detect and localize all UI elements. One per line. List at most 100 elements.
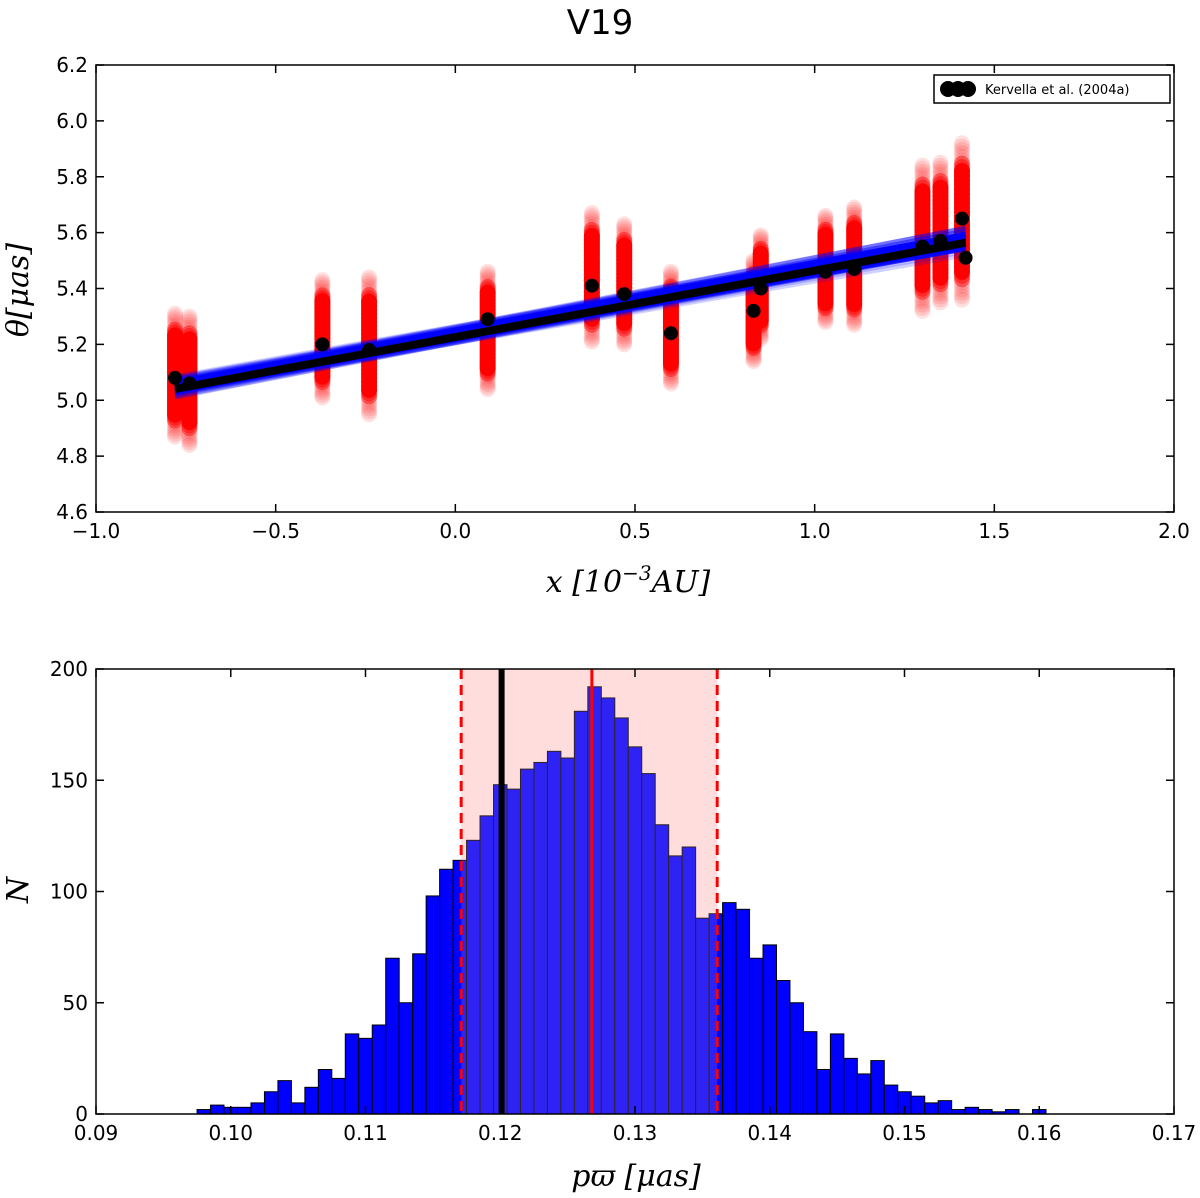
histogram-bar bbox=[789, 1002, 804, 1114]
histogram-bar bbox=[358, 1037, 373, 1114]
kervella-data-point bbox=[182, 376, 197, 391]
mc-sample-point bbox=[361, 275, 378, 292]
mc-sample-point bbox=[361, 269, 378, 286]
mc-sample-point bbox=[846, 202, 863, 219]
histogram-bars bbox=[196, 686, 1047, 1114]
mc-sample-point bbox=[953, 142, 970, 159]
mc-sample-point bbox=[817, 314, 834, 331]
scatter-x-axis-label: x [10−3AU] bbox=[546, 561, 711, 600]
x-axis-symbol: x [10 bbox=[546, 565, 622, 600]
histogram-x-axis-label: pϖ [μas] bbox=[571, 1159, 701, 1194]
kervella-data-point bbox=[663, 326, 678, 341]
mc-sample-point-core bbox=[181, 331, 198, 348]
mc-sample-point-core bbox=[167, 327, 184, 344]
scatter-y-tick-label: 5.2 bbox=[56, 332, 88, 356]
histogram-y-tick-label: 50 bbox=[63, 991, 88, 1015]
mc-sample-point bbox=[662, 271, 679, 288]
mc-samples bbox=[167, 135, 970, 453]
mc-sample-point bbox=[361, 281, 378, 298]
histogram-x-tick-label: 0.15 bbox=[882, 1121, 927, 1145]
mc-sample-point-core bbox=[361, 293, 378, 310]
mc-sample-point bbox=[479, 271, 496, 288]
mc-sample-point bbox=[167, 310, 184, 327]
mc-sample-point bbox=[479, 378, 496, 395]
histogram-y-tick-label: 150 bbox=[50, 768, 88, 792]
mc-sample-point bbox=[932, 291, 949, 308]
mc-sample-point-core bbox=[752, 246, 769, 263]
mc-sample-point bbox=[953, 135, 970, 152]
mc-sample-point bbox=[616, 226, 633, 243]
mc-sample-point bbox=[932, 166, 949, 183]
mc-fit-line-core bbox=[174, 231, 967, 389]
mc-sample-column bbox=[181, 308, 198, 453]
histogram-bar bbox=[964, 1106, 980, 1114]
kervella-data-point bbox=[818, 264, 833, 279]
kervella-data-point bbox=[746, 303, 761, 318]
scatter-y-tick-label: 5.6 bbox=[56, 221, 88, 245]
histogram-bar bbox=[910, 1095, 926, 1114]
mc-sample-column bbox=[846, 199, 863, 333]
kervella-data-point bbox=[480, 312, 495, 327]
mc-sample-point bbox=[752, 227, 769, 244]
scatter-y-tick-label: 5.0 bbox=[56, 388, 88, 412]
mc-sample-point bbox=[314, 272, 331, 289]
mc-sample-point bbox=[314, 274, 331, 291]
histogram-bar bbox=[304, 1086, 319, 1114]
histogram-bar bbox=[344, 1033, 360, 1114]
histogram-bar bbox=[762, 944, 777, 1114]
histogram-bar bbox=[317, 1069, 333, 1114]
histogram-x-tick-label: 0.13 bbox=[613, 1121, 658, 1145]
mc-sample-point-core bbox=[616, 237, 633, 254]
mc-sample-point bbox=[167, 308, 184, 325]
mc-sample-point bbox=[932, 288, 949, 305]
mc-sample-point bbox=[752, 234, 769, 251]
legend: Kervella et al. (2004a) bbox=[933, 74, 1171, 104]
mc-sample-point bbox=[953, 284, 970, 301]
scatter-plot-area bbox=[96, 65, 1174, 512]
histogram-bar bbox=[331, 1077, 346, 1114]
histogram-x-tick-label: 0.17 bbox=[1152, 1121, 1197, 1145]
mc-sample-point bbox=[616, 216, 633, 233]
mc-sample-point bbox=[752, 231, 769, 248]
mc-sample-point bbox=[583, 213, 600, 230]
mc-sample-point bbox=[616, 224, 633, 241]
scatter-y-tick-label: 6.2 bbox=[56, 53, 88, 77]
mc-sample-point bbox=[583, 333, 600, 350]
mc-sample-point bbox=[817, 214, 834, 231]
mc-sample-point bbox=[583, 216, 600, 233]
mc-sample-point bbox=[817, 311, 834, 328]
mc-sample-point bbox=[662, 268, 679, 285]
scatter-y-tick-label: 5.4 bbox=[56, 277, 88, 301]
mc-sample-point bbox=[953, 152, 970, 169]
mc-sample-point-core bbox=[932, 179, 949, 196]
scatter-x-tick-label: 0.5 bbox=[619, 519, 651, 543]
mc-sample-point bbox=[181, 316, 198, 333]
histogram-bar bbox=[398, 1002, 414, 1114]
mc-sample-point bbox=[932, 163, 949, 180]
histogram-x-tick-label: 0.16 bbox=[1017, 1121, 1062, 1145]
scatter-y-tick-label: 4.6 bbox=[56, 500, 88, 524]
mc-sample-point bbox=[846, 316, 863, 333]
kervella-data-point bbox=[933, 234, 948, 249]
mc-sample-point bbox=[181, 314, 198, 331]
histogram-bar bbox=[385, 957, 400, 1114]
mc-sample-point-core bbox=[914, 183, 931, 200]
mc-sample-point bbox=[583, 210, 600, 227]
mc-sample-point bbox=[181, 436, 198, 453]
mc-sample-point bbox=[953, 291, 970, 308]
mc-sample-point bbox=[583, 327, 600, 344]
mc-sample-point bbox=[752, 330, 769, 347]
histogram-bar bbox=[749, 957, 764, 1114]
histogram-bar bbox=[371, 1024, 387, 1114]
mc-sample-point bbox=[914, 157, 931, 174]
histogram-y-tick-label: 0 bbox=[75, 1102, 88, 1126]
mc-sample-column bbox=[616, 216, 633, 353]
mc-sample-point bbox=[616, 333, 633, 350]
histogram-bar bbox=[263, 1091, 279, 1114]
histogram-bar bbox=[236, 1106, 252, 1114]
histogram-bar bbox=[425, 895, 441, 1114]
mc-sample-point bbox=[167, 313, 184, 330]
mc-sample-point bbox=[745, 353, 762, 370]
mc-sample-point bbox=[167, 428, 184, 445]
